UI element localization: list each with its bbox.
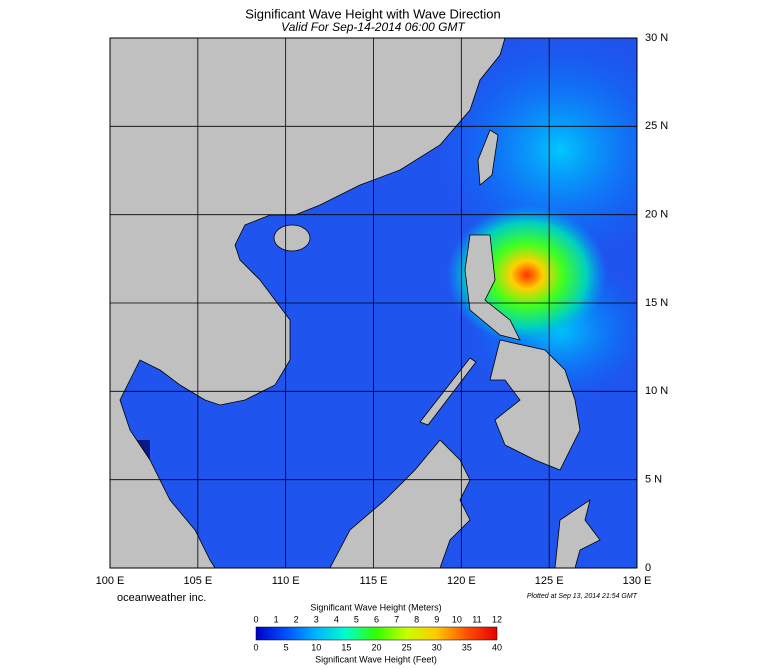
meter-tick-label: 10 <box>452 614 462 624</box>
lat-label: 20 N <box>645 209 668 221</box>
title: Significant Wave Height with Wave Direct… <box>245 6 501 21</box>
meter-tick-label: 11 <box>472 614 481 624</box>
land-hainan <box>273 224 311 252</box>
lon-label: 110 E <box>272 575 300 587</box>
meter-tick-label: 3 <box>314 614 319 624</box>
feet-tick-label: 5 <box>284 642 289 652</box>
meter-tick-label: 12 <box>492 614 502 624</box>
land-visayas-mindanao <box>489 339 581 471</box>
feet-tick-label: 20 <box>371 642 381 652</box>
meter-tick-label: 4 <box>334 614 339 624</box>
meter-tick-label: 2 <box>294 614 299 624</box>
lat-label: 15 N <box>645 297 668 309</box>
meter-tick-label: 6 <box>374 614 379 624</box>
credit-right: Plotted at Sep 13, 2014 21:54 GMT <box>527 593 638 600</box>
meter-tick-label: 8 <box>414 614 419 624</box>
lon-label: 130 E <box>623 575 652 587</box>
lon-label: 125 E <box>535 575 564 587</box>
feet-tick-label: 10 <box>311 642 321 652</box>
meter-tick-label: 7 <box>394 614 399 624</box>
feet-tick-label: 35 <box>462 642 472 652</box>
lon-label: 120 E <box>447 575 476 587</box>
feet-tick-label: 15 <box>341 642 351 652</box>
colorbar <box>255 626 498 641</box>
feet-tick-label: 25 <box>402 642 412 652</box>
map <box>110 38 637 568</box>
subtitle: Valid For Sep-14-2014 06:00 GMT <box>281 20 466 34</box>
meter-tick-label: 5 <box>354 614 359 624</box>
colorbar-title-bottom: Significant Wave Height (Feet) <box>315 654 437 664</box>
land-borneo <box>329 439 471 568</box>
feet-tick-label: 0 <box>253 642 258 652</box>
land-luzon <box>464 234 521 341</box>
meter-tick-label: 0 <box>253 614 258 624</box>
colorbar-title-top: Significant Wave Height (Meters) <box>310 602 441 612</box>
feet-tick-label: 30 <box>432 642 442 652</box>
lon-label: 115 E <box>360 575 388 587</box>
land-taiwan <box>477 129 499 186</box>
meter-tick-label: 1 <box>274 614 279 624</box>
feet-tick-label: 40 <box>492 642 502 652</box>
lat-label: 30 N <box>645 32 668 44</box>
lon-label: 100 E <box>96 575 125 587</box>
land-sulawesi <box>554 499 601 568</box>
lat-label: 25 N <box>645 120 668 132</box>
credit-left: oceanweather inc. <box>117 592 206 604</box>
meter-tick-label: 9 <box>434 614 439 624</box>
land-asia <box>110 38 506 568</box>
lat-label: 10 N <box>645 385 668 397</box>
lat-label: 0 <box>645 562 651 574</box>
map-frame <box>109 37 638 569</box>
lon-label: 105 E <box>183 575 212 587</box>
lat-label: 5 N <box>645 474 662 486</box>
